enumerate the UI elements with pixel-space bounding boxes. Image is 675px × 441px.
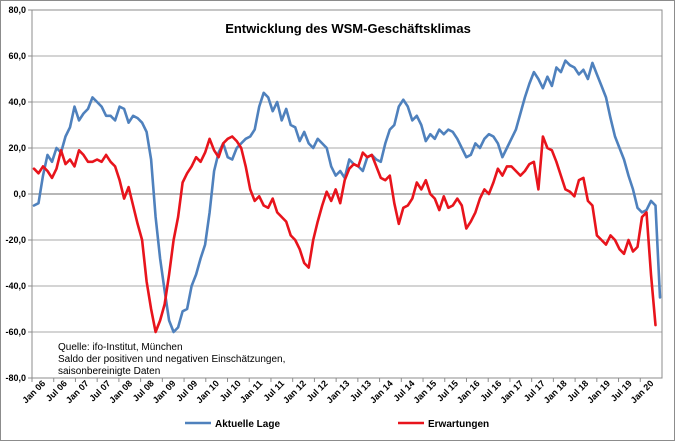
note-line-2: Saldo der positiven und negativen Einsch…	[58, 354, 285, 365]
y-tick-label: 0,0	[13, 189, 26, 199]
source-note: Quelle: ifo-Institut, München Saldo der …	[58, 342, 285, 377]
x-tick-label: Jan 15	[411, 378, 438, 405]
x-tick-label: Jan 17	[498, 378, 525, 405]
y-tick-label: -20,0	[5, 235, 26, 245]
y-tick-label: 80,0	[8, 5, 26, 15]
x-tick-label: Jan 07	[64, 378, 91, 405]
x-tick-label: Jan 08	[107, 378, 134, 405]
legend: Aktuelle Lage Erwartungen	[185, 419, 489, 430]
y-tick-label: -40,0	[5, 281, 26, 291]
x-tick-label: Jan 20	[629, 378, 656, 405]
series-line-erwartungen	[32, 135, 657, 334]
legend-label: Erwartungen	[428, 419, 489, 430]
y-tick-label: -80,0	[5, 373, 26, 383]
x-tick-label: Jan 11	[238, 378, 265, 405]
series-line-aktuelle-lage	[32, 59, 662, 334]
chart-title: Entwicklung des WSM-Geschäftsklimas	[225, 21, 471, 36]
x-tick-label: Jan 16	[455, 378, 482, 405]
y-axis: 80,0 60,0 40,0 20,0 0,0 -20,0 -40,0 -60,0 -80,0	[5, 5, 32, 383]
y-tick-label: 40,0	[8, 97, 26, 107]
x-tick-label: Jan 18	[542, 378, 569, 405]
y-tick-label: -60,0	[5, 327, 26, 337]
x-tick-label: Jan 13	[325, 378, 352, 405]
note-line-1: Quelle: ifo-Institut, München	[58, 342, 183, 353]
series-layer	[32, 59, 662, 334]
x-tick-label: Jan 12	[281, 378, 308, 405]
legend-label: Aktuelle Lage	[215, 419, 280, 430]
x-tick-label: Jan 10	[194, 378, 221, 405]
y-tick-label: 60,0	[8, 51, 26, 61]
x-tick-label: Jan 14	[368, 378, 395, 405]
y-tick-label: 20,0	[8, 143, 26, 153]
x-tick-label: Jan 19	[585, 378, 612, 405]
x-tick-label: Jan 09	[151, 378, 178, 405]
note-line-3: saisonbereinigte Daten	[58, 366, 160, 377]
